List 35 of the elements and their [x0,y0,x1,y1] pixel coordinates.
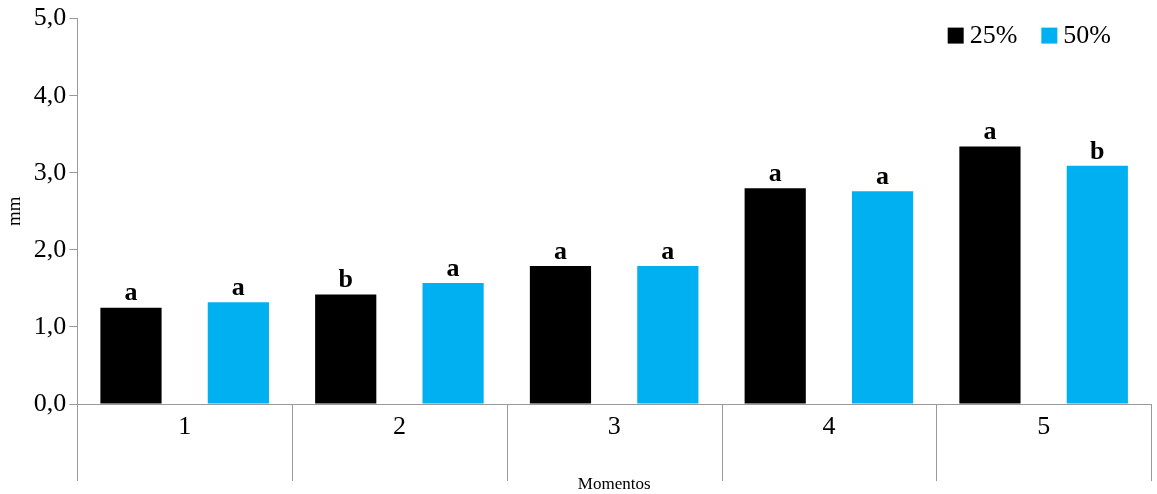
bar [744,188,806,404]
bar [637,266,699,404]
bar [851,191,914,404]
data-label: a [446,252,460,282]
y-tick-label: 0,0 [33,387,67,417]
data-label: a [124,277,138,307]
legend-label: 25% [969,20,1018,50]
data-label: a [661,235,675,265]
bar [315,294,377,404]
data-label: a [553,235,567,265]
bar [959,146,1021,404]
data-label: a [876,160,890,190]
x-tick-label: 4 [822,410,836,440]
x-tick-label: 5 [1037,410,1051,440]
bar [207,302,269,404]
legend-label: 50% [1063,20,1112,50]
data-label: a [231,271,245,301]
y-tick-label: 4,0 [33,79,67,109]
y-tick-label: 5,0 [33,2,67,32]
y-tick-label: 1,0 [33,310,67,340]
x-tick-label: 2 [392,410,406,440]
data-label: b [338,264,353,294]
y-tick-label: 3,0 [33,156,67,186]
data-label: a [768,157,782,187]
y-tick-label: 2,0 [33,233,67,263]
bar [529,266,592,404]
bar [1066,165,1128,404]
data-label: a [983,116,997,146]
x-tick-label: 3 [607,410,621,440]
x-axis-title: Momentos [577,473,651,493]
x-tick-label: 1 [178,410,192,440]
data-label: b [1090,135,1105,165]
bar [100,307,162,404]
bar [422,282,484,404]
y-axis-title: mm [3,196,25,227]
